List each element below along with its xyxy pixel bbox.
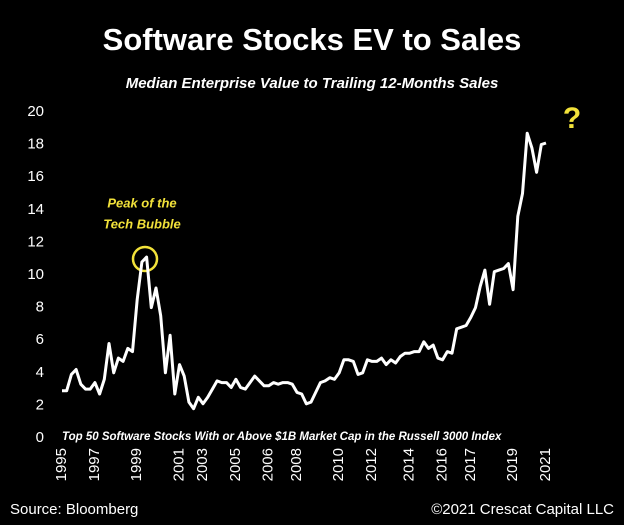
note: Top 50 Software Stocks With or Above $1B… (62, 431, 502, 443)
y-tick-label: 20 (27, 103, 44, 120)
chart-subtitle: Median Enterprise Value to Trailing 12-M… (126, 75, 499, 92)
question-mark: ? (563, 102, 581, 135)
peak-circle (131, 245, 159, 273)
x-tick-label: 2012 (363, 448, 380, 481)
y-tick-label: 0 (36, 429, 44, 446)
x-tick-label: 2014 (401, 448, 418, 481)
x-tick-label: 1995 (53, 448, 70, 481)
y-tick-label: 8 (36, 299, 44, 316)
y-tick-label: 12 (27, 233, 44, 250)
x-tick-label: 2010 (330, 448, 347, 481)
copyright: ©2021 Crescat Capital LLC (431, 501, 614, 518)
x-tick-label: 2006 (260, 448, 277, 481)
line (62, 131, 547, 411)
x-tick-label: 1997 (86, 448, 103, 481)
annotation: Peak of the (107, 195, 176, 210)
x-tick-label: 2017 (462, 448, 479, 481)
chart-title: Software Stocks EV to Sales (103, 22, 522, 57)
y-tick-label: 4 (36, 364, 44, 381)
y-tick-label: 18 (27, 136, 44, 153)
x-tick-label: 2008 (288, 448, 305, 481)
y-tick-label: 6 (36, 331, 44, 348)
x-tick-label: 2021 (537, 448, 554, 481)
y-tick-label: 10 (27, 266, 44, 283)
y-tick-label: 2 (36, 396, 44, 413)
x-tick-label: 2016 (434, 448, 451, 481)
x-tick-label: 2005 (227, 448, 244, 481)
x-tick-label: 2003 (194, 448, 211, 481)
x-tick-label: 2001 (170, 448, 187, 481)
annotation: Tech Bubble (103, 216, 181, 231)
x-tick-label: 2019 (504, 448, 521, 481)
y-tick-label: 14 (27, 201, 44, 218)
x-tick-label: 1999 (128, 448, 145, 481)
source: Source: Bloomberg (10, 501, 138, 518)
y-tick-label: 16 (27, 168, 44, 185)
